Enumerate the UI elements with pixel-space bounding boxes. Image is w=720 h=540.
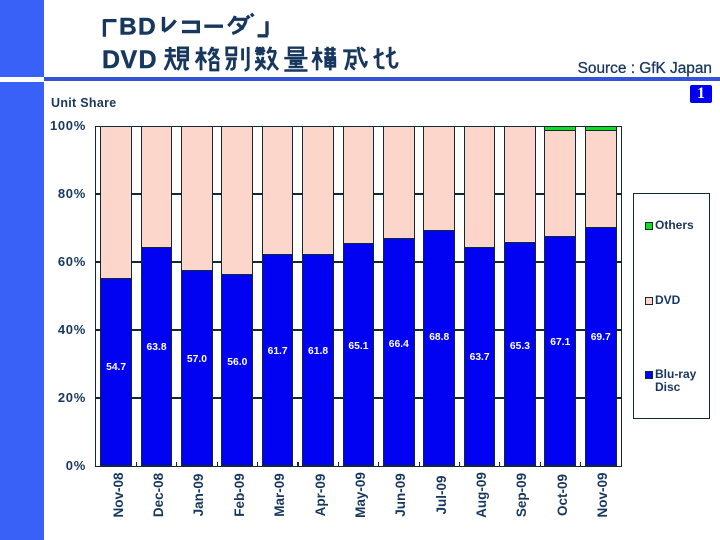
svg-text:D: D — [139, 46, 157, 74]
svg-text:V: V — [121, 46, 138, 74]
svg-text:D: D — [138, 14, 156, 41]
svg-text:D: D — [102, 46, 120, 74]
svg-text:B: B — [119, 14, 137, 41]
